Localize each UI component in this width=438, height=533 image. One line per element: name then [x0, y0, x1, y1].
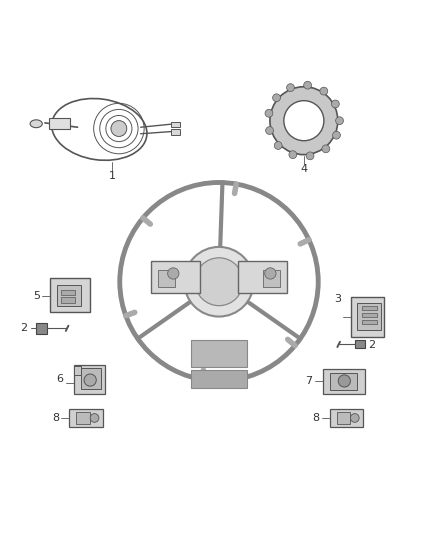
- Text: 3: 3: [334, 294, 341, 304]
- Circle shape: [84, 374, 96, 386]
- Text: 2: 2: [21, 324, 28, 333]
- Circle shape: [286, 84, 294, 92]
- Circle shape: [195, 258, 243, 305]
- Bar: [81, 368, 102, 389]
- Bar: [263, 270, 280, 287]
- Circle shape: [332, 100, 339, 108]
- Text: 8: 8: [312, 413, 320, 423]
- Bar: [329, 409, 364, 427]
- Bar: [322, 369, 365, 394]
- Bar: [330, 373, 357, 390]
- Bar: [74, 366, 81, 375]
- Bar: [171, 122, 180, 127]
- Bar: [151, 261, 200, 294]
- Bar: [61, 297, 75, 303]
- Circle shape: [336, 117, 343, 125]
- Text: 2: 2: [368, 340, 375, 350]
- Circle shape: [332, 131, 340, 139]
- Circle shape: [270, 87, 338, 155]
- Bar: [191, 370, 247, 389]
- Circle shape: [272, 94, 280, 102]
- Bar: [238, 261, 287, 294]
- Text: 8: 8: [52, 413, 60, 423]
- Text: 4: 4: [300, 164, 307, 174]
- Circle shape: [184, 247, 254, 317]
- Bar: [362, 320, 378, 325]
- Circle shape: [284, 101, 324, 141]
- Circle shape: [322, 145, 330, 153]
- Circle shape: [338, 375, 350, 387]
- Text: 6: 6: [57, 374, 64, 384]
- Bar: [50, 278, 90, 312]
- Bar: [336, 413, 350, 424]
- Bar: [357, 303, 381, 330]
- Circle shape: [168, 268, 179, 279]
- Circle shape: [90, 414, 99, 422]
- Bar: [362, 305, 378, 310]
- Text: 7: 7: [305, 376, 312, 386]
- Circle shape: [320, 87, 328, 95]
- Circle shape: [350, 414, 359, 422]
- Circle shape: [265, 127, 273, 134]
- Circle shape: [274, 142, 282, 149]
- Circle shape: [111, 120, 127, 136]
- Bar: [57, 285, 81, 305]
- Ellipse shape: [30, 120, 42, 128]
- Bar: [74, 365, 105, 394]
- Text: 1: 1: [109, 171, 116, 181]
- Text: 5: 5: [34, 291, 41, 301]
- Circle shape: [306, 152, 314, 160]
- Bar: [76, 413, 90, 424]
- Bar: [362, 313, 378, 318]
- Circle shape: [304, 82, 311, 89]
- Bar: [191, 341, 247, 367]
- Bar: [355, 341, 365, 349]
- Bar: [69, 409, 103, 427]
- Circle shape: [265, 268, 276, 279]
- Bar: [49, 118, 70, 130]
- Circle shape: [289, 151, 297, 158]
- Bar: [61, 289, 75, 295]
- Bar: [158, 270, 175, 287]
- Bar: [351, 296, 385, 337]
- Circle shape: [265, 109, 273, 117]
- Bar: [36, 323, 47, 334]
- Bar: [171, 130, 180, 135]
